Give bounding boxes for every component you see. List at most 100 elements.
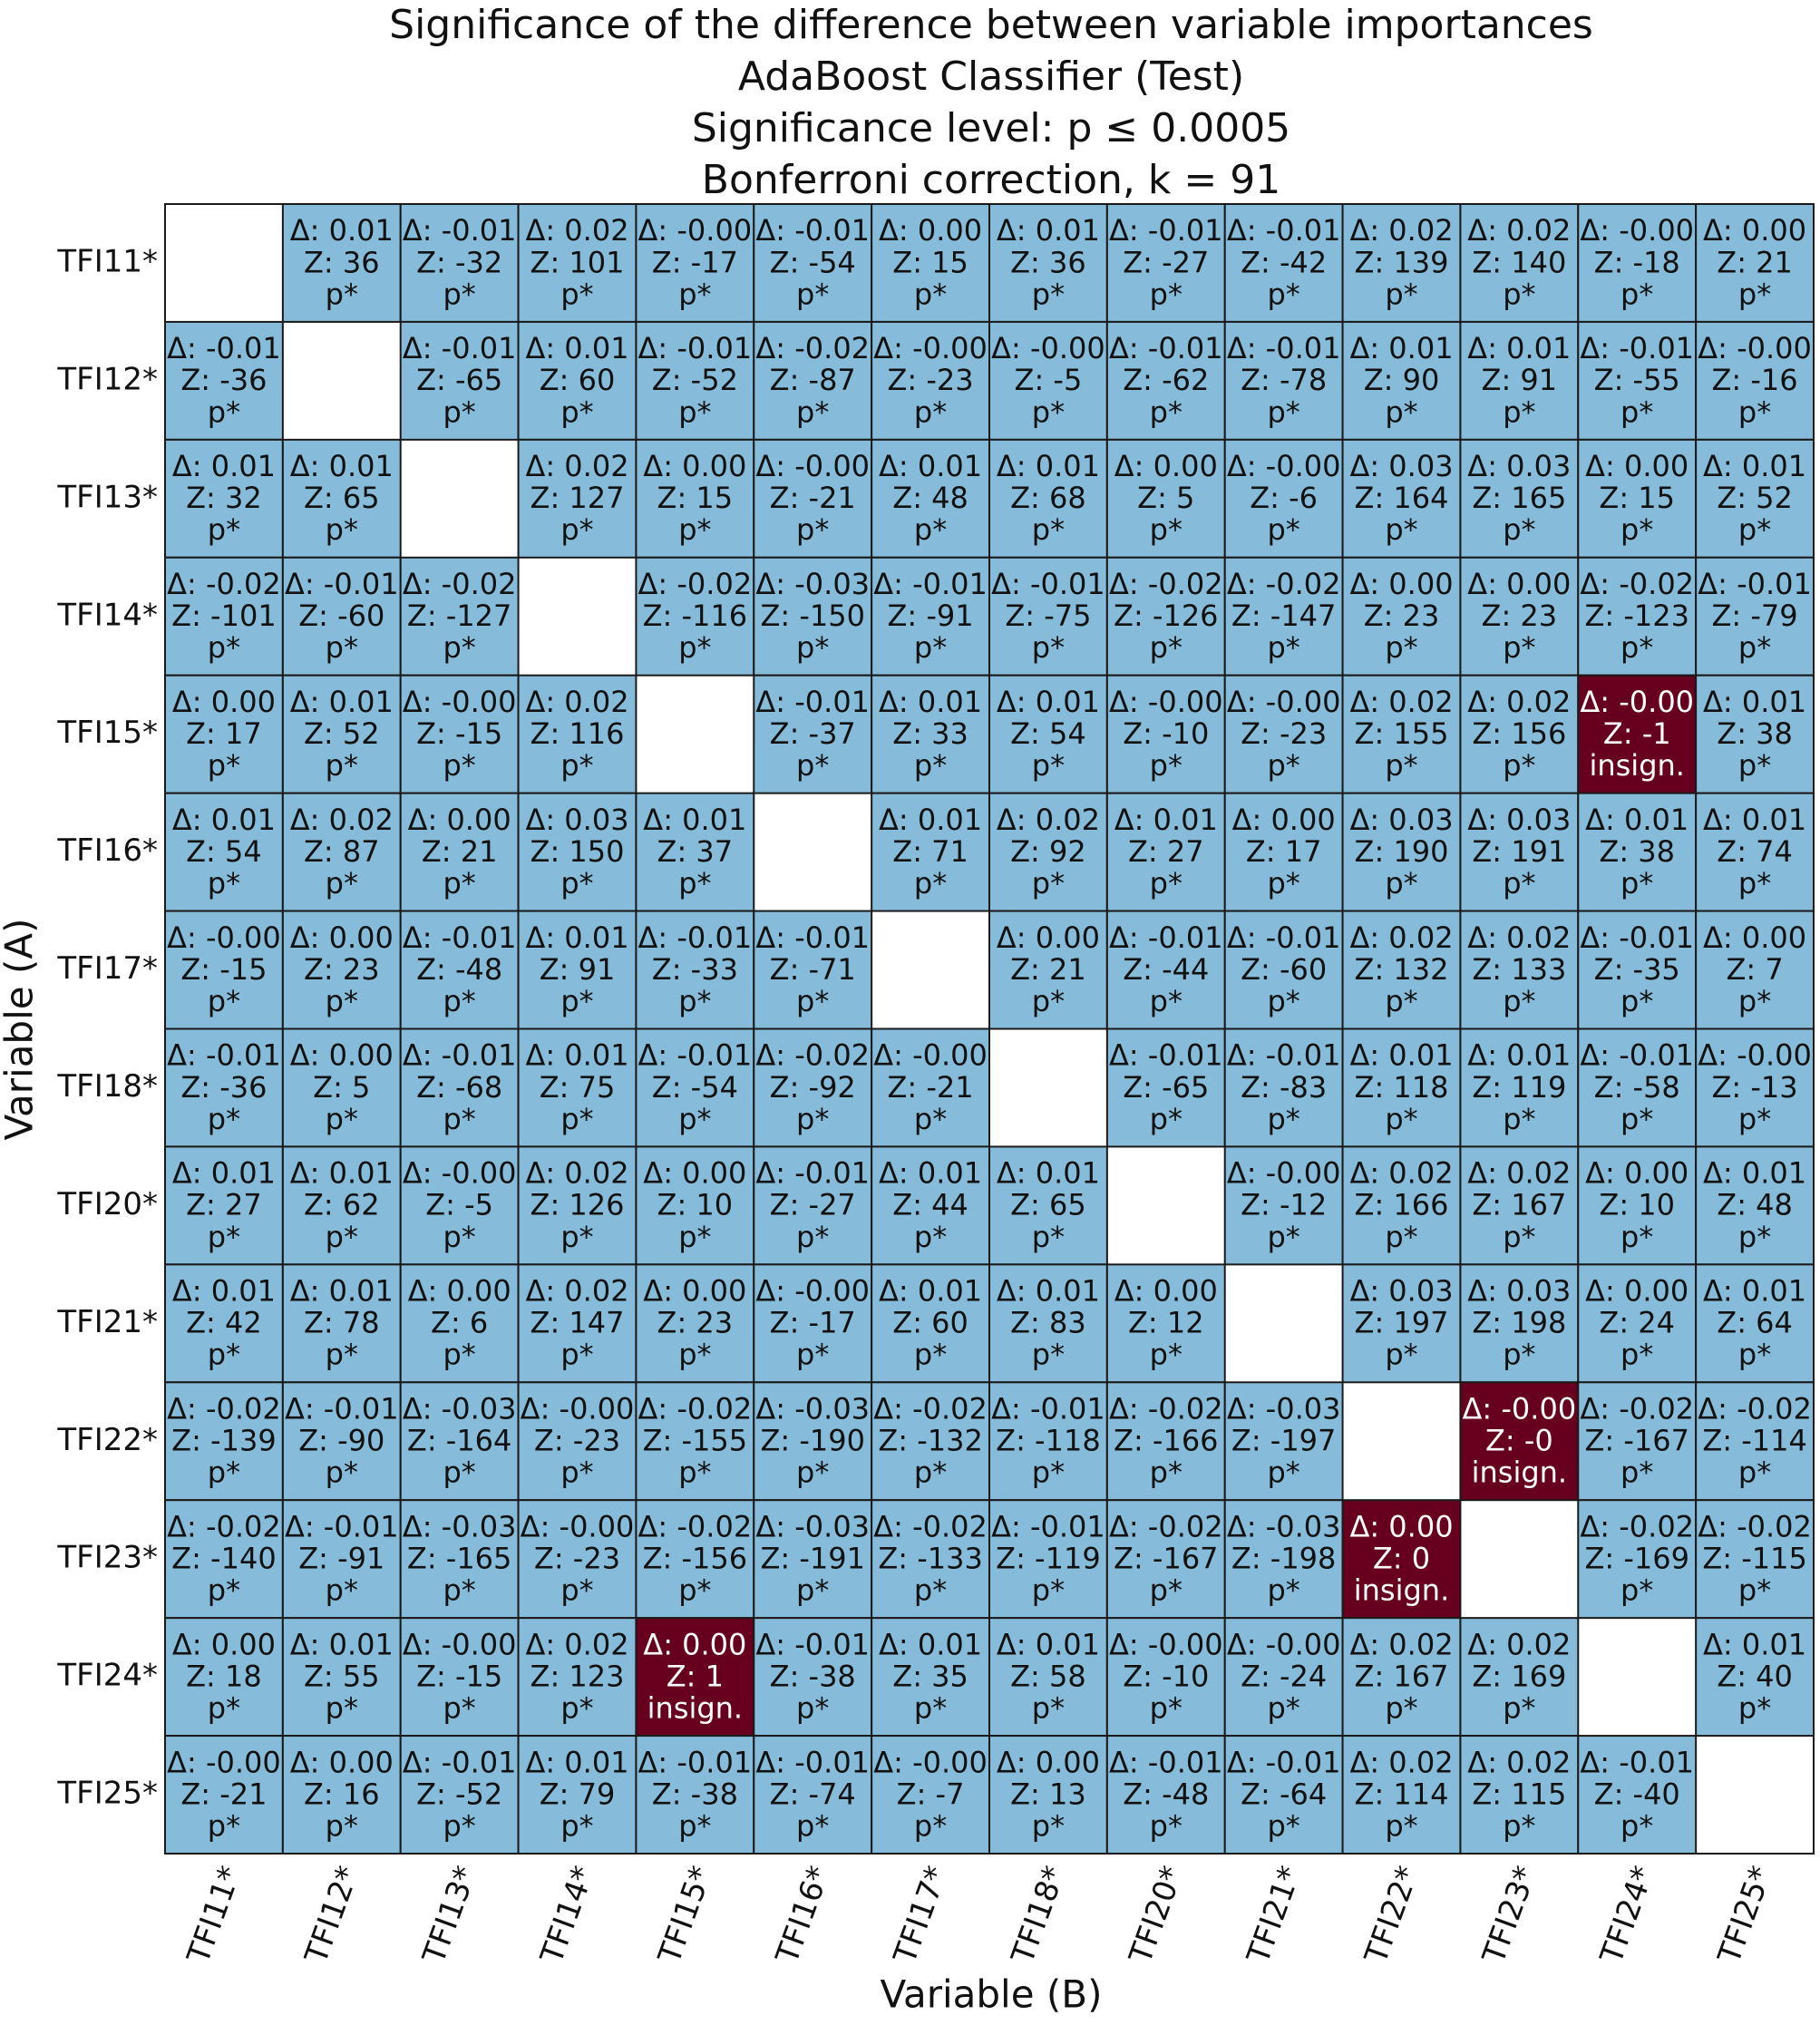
cell-label: Z: -0 (1485, 1424, 1553, 1458)
cell-label: Z: 33 (892, 716, 968, 751)
cell-label: p* (1032, 1455, 1065, 1490)
cell-label: Z: 83 (1010, 1306, 1086, 1340)
cell-label: Δ: -0.01 (638, 331, 753, 365)
cell-label: Z: 64 (1717, 1306, 1793, 1340)
cell (1459, 1735, 1580, 1855)
cell-label: Z: -164 (407, 1424, 512, 1458)
cell-label: p* (678, 1808, 711, 1843)
cell (517, 910, 637, 1030)
cell-label: Δ: 0.00 (1467, 567, 1571, 601)
cell (1459, 1027, 1580, 1148)
cell-label: Δ: -0.01 (1580, 1745, 1694, 1779)
cell-label: Z: 114 (1355, 1777, 1449, 1811)
cell-label: Z: 0 (1373, 1541, 1430, 1575)
cell-label: Z: 17 (186, 716, 262, 751)
cell-label: Δ: -0.02 (638, 1509, 753, 1543)
cell-label: p* (326, 1102, 358, 1136)
cell-label: Z: 55 (304, 1659, 380, 1693)
chart-title: Bonferroni correction, k = 91 (702, 157, 1280, 203)
cell-label: p* (560, 512, 593, 547)
cell-label: Δ: 0.01 (172, 1274, 276, 1309)
cell (281, 438, 402, 559)
cell (517, 320, 637, 441)
cell-label: Δ: -0.03 (1227, 1391, 1341, 1426)
cell (635, 203, 755, 323)
cell-label: Δ: 0.01 (997, 449, 1100, 483)
cell-label: Z: -21 (180, 1777, 267, 1811)
cell-label: p* (560, 1573, 593, 1608)
cell-label: Δ: 0.01 (1349, 331, 1453, 365)
cell-label: Z: -165 (407, 1541, 512, 1575)
cell (1577, 674, 1698, 794)
cell-label: Δ: -0.00 (1698, 1038, 1812, 1073)
cell-label: Δ: 0.01 (1703, 449, 1806, 483)
cell-label: Z: -127 (407, 599, 512, 633)
cell-label: Δ: 0.03 (525, 803, 628, 837)
x-tick-label: TFI12* (297, 1862, 366, 1970)
cell-label: p* (1267, 748, 1299, 783)
cell (753, 320, 873, 441)
cell-label: Z: 126 (530, 1188, 625, 1222)
y-tick-label: TFI14* (56, 597, 158, 633)
cell-label: Δ: 0.01 (1703, 803, 1806, 837)
cell-label: p* (326, 512, 358, 547)
cell-label: p* (1385, 1220, 1417, 1254)
cell (1105, 792, 1226, 912)
cell-label: Z: 191 (1472, 834, 1566, 869)
cell-label: Δ: 0.01 (1703, 1627, 1806, 1661)
cell (517, 1027, 637, 1148)
cell-label: Z: -116 (643, 599, 748, 633)
cell-label: p* (1620, 630, 1653, 665)
cell-label: Δ: -0.00 (1227, 449, 1341, 483)
cell (1223, 674, 1344, 794)
cell-label: Z: -17 (770, 1306, 856, 1340)
cell (635, 1381, 755, 1502)
cell-label: Z: 32 (186, 481, 262, 515)
y-tick-label: TFI16* (56, 832, 158, 869)
cell-label: p* (678, 1455, 711, 1490)
cell-label: Δ: -0.00 (873, 1038, 988, 1073)
cell (517, 1381, 637, 1502)
cell-label: p* (1267, 984, 1299, 1018)
cell-label: Z: 92 (1010, 834, 1086, 869)
cell-label: p* (1620, 1338, 1653, 1372)
cell-label: Z: -5 (425, 1188, 493, 1222)
cell-label: Δ: 0.00 (290, 920, 394, 955)
cell (517, 1145, 637, 1266)
x-axis-label: Variable (B) (881, 1972, 1103, 2017)
cell (1223, 1735, 1344, 1855)
cell-label: Z: -58 (1594, 1070, 1680, 1105)
cell-label: p* (208, 748, 240, 783)
cell (1105, 1499, 1226, 1620)
cell-label: Δ: -0.01 (403, 213, 517, 248)
cell-label: p* (1620, 394, 1653, 429)
cell-label: Z: 90 (1364, 363, 1440, 397)
cell (1105, 320, 1226, 441)
y-tick-label: TFI15* (56, 715, 158, 751)
cell-label: Z: -75 (1005, 599, 1091, 633)
cell-label: p* (443, 277, 475, 311)
cell-label: Z: -191 (760, 1541, 865, 1575)
cell-label: p* (326, 748, 358, 783)
cell-label: Z: 7 (1726, 952, 1783, 987)
cell-label: Δ: -0.03 (1227, 1509, 1341, 1543)
cell (988, 1381, 1108, 1502)
cell-label: p* (1150, 1102, 1183, 1136)
cell-label: Δ: 0.00 (290, 1745, 394, 1779)
cell-label: Δ: 0.03 (1467, 449, 1571, 483)
cell-label: p* (208, 1690, 240, 1725)
cell-label: p* (1032, 394, 1065, 429)
cell-label: insign. (647, 1690, 744, 1725)
cell-label: Z: 166 (1355, 1188, 1449, 1222)
cell-label: Z: -10 (1123, 716, 1209, 751)
cell-label: Δ: -0.01 (403, 1038, 517, 1073)
cell (281, 792, 402, 912)
cell-label: p* (914, 394, 947, 429)
cell-label: Δ: 0.00 (172, 685, 276, 719)
cell-label: Z: -52 (416, 1777, 502, 1811)
cell-label: Z: 119 (1472, 1070, 1566, 1105)
cell-label: Z: -155 (643, 1424, 748, 1458)
cell (753, 1735, 873, 1855)
cell-label: Δ: 0.01 (879, 1627, 982, 1661)
cell-label: Δ: -0.01 (285, 1391, 399, 1426)
